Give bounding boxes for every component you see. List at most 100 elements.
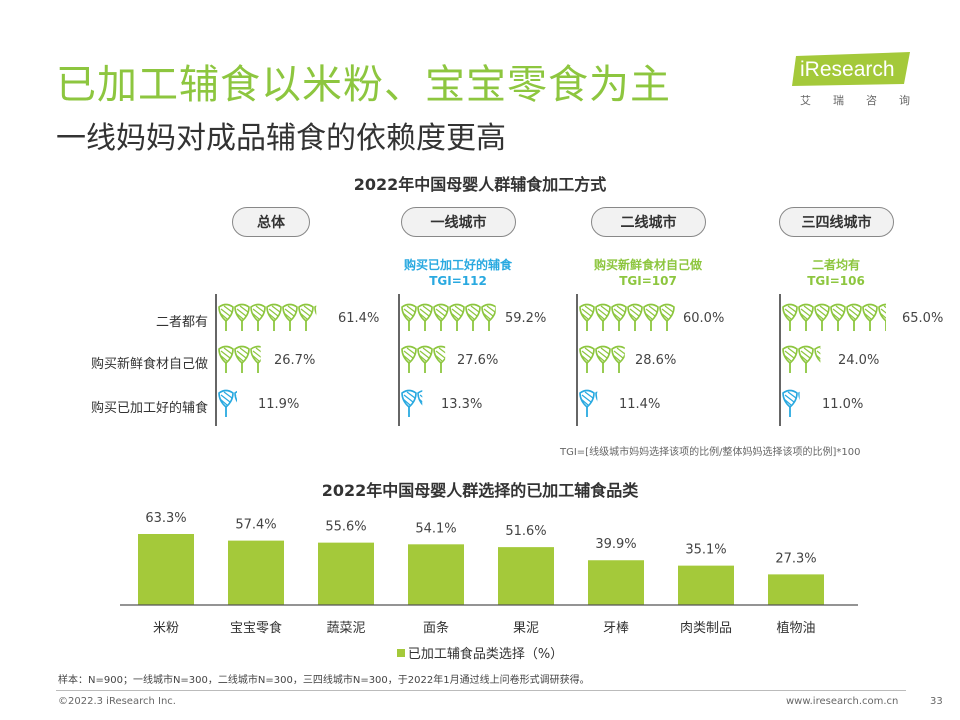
category-label: 植物油 — [776, 621, 815, 636]
pictogram-value: 61.4% — [338, 311, 380, 326]
chart-title-processing-method: 2022年中国母婴人群辅食加工方式 — [353, 175, 607, 194]
highlight-text: 购买新鲜食材自己做 — [593, 258, 702, 272]
bar-value-label: 63.3% — [145, 511, 186, 526]
sample-note: 样本：N=900；一线城市N=300，二线城市N=300，三四线城市N=300，… — [58, 675, 590, 686]
pictogram-fresh — [579, 345, 625, 373]
pictogram-value: 59.2% — [505, 311, 547, 326]
pictogram-both — [782, 303, 886, 331]
bar — [678, 565, 734, 605]
spoon-icon — [659, 303, 675, 331]
pictogram-value: 65.0% — [902, 311, 944, 326]
group-pill-tier1: 一线城市 — [401, 207, 516, 237]
spoon-icon — [218, 303, 234, 331]
spoon-icon — [595, 303, 611, 331]
group-axis-line — [398, 294, 400, 426]
spoon-icon — [417, 345, 433, 373]
bar — [138, 534, 194, 605]
pictogram-fresh — [782, 345, 821, 373]
group-axis-line — [576, 294, 578, 426]
tgi-note: TGI=[线级城市妈妈选择该项的比例/整体妈妈选择该项的比例]*100 — [560, 447, 861, 458]
chart-title-categories: 2022年中国母婴人群选择的已加工辅食品类 — [321, 481, 639, 500]
category-label: 蔬菜泥 — [326, 621, 365, 636]
bar-value-label: 39.9% — [595, 537, 636, 552]
spoon-icon — [814, 303, 830, 331]
pictogram-fresh — [401, 345, 446, 373]
copyright: ©2022.3 iResearch Inc. — [58, 696, 176, 707]
pictogram-processed — [401, 389, 423, 417]
row-label-both: 二者都有 — [155, 315, 208, 330]
pictogram-value: 28.6% — [635, 353, 677, 368]
row-label-processed: 购买已加工好的辅食 — [90, 401, 208, 416]
spoon-icon — [234, 345, 250, 373]
highlight-tgi: TGI=106 — [807, 274, 865, 288]
spoon-icon — [611, 303, 627, 331]
spoon-icon — [846, 303, 862, 331]
spoon-icon — [798, 303, 814, 331]
spoon-icon — [401, 345, 417, 373]
bar — [318, 542, 374, 605]
bar — [768, 574, 824, 605]
spoon-icon — [611, 345, 625, 373]
spoon-icon — [862, 303, 878, 331]
category-label: 肉类制品 — [680, 621, 732, 636]
spoon-icon — [579, 345, 595, 373]
footer-divider — [56, 690, 906, 691]
bar-value-label: 57.4% — [235, 518, 276, 533]
spoon-icon — [282, 303, 298, 331]
pictogram-both — [401, 303, 496, 331]
spoon-icon — [433, 345, 446, 373]
spoon-icon — [417, 303, 433, 331]
spoon-icon — [595, 345, 611, 373]
spoon-icon — [579, 389, 595, 417]
bar-value-label: 55.6% — [325, 520, 366, 535]
pictogram-both — [218, 303, 317, 331]
page-subtitle: 一线妈妈对成品辅食的依赖度更高 — [56, 121, 506, 156]
spoon-icon — [878, 303, 886, 331]
pictogram-fresh — [218, 345, 261, 373]
website-link[interactable]: www.iresearch.com.cn — [786, 696, 899, 707]
category-label: 米粉 — [153, 621, 179, 636]
highlight-tgi: TGI=112 — [429, 274, 487, 288]
group-pill-tier2: 二线城市 — [591, 207, 706, 237]
pictogram-processed — [579, 389, 598, 417]
spoon-icon — [481, 303, 496, 331]
highlight-tier34: 二者均有 TGI=106 — [756, 257, 916, 289]
bar-value-label: 35.1% — [685, 543, 726, 558]
spoon-icon — [266, 303, 282, 331]
pictogram-value: 26.7% — [274, 353, 316, 368]
pictogram-value: 11.9% — [258, 397, 300, 412]
pictogram-both — [579, 303, 675, 331]
group-axis-line — [779, 294, 781, 426]
logo-sub-char: 瑞 — [833, 94, 844, 107]
spoon-icon — [250, 345, 261, 373]
bar — [498, 547, 554, 605]
highlight-tier2: 购买新鲜食材自己做 TGI=107 — [568, 257, 728, 289]
pictogram-value: 24.0% — [838, 353, 880, 368]
pictogram-processed — [782, 389, 800, 417]
spoon-icon — [234, 303, 250, 331]
pictogram-value: 27.6% — [457, 353, 499, 368]
highlight-tgi: TGI=107 — [619, 274, 677, 288]
highlight-text: 二者均有 — [811, 258, 860, 272]
pictogram-value: 13.3% — [441, 397, 483, 412]
group-axis-line — [215, 294, 217, 426]
highlight-text: 购买已加工好的辅食 — [403, 258, 512, 272]
row-label-fresh: 购买新鲜食材自己做 — [90, 357, 208, 372]
logo-sub-char: 艾 — [800, 94, 811, 107]
legend-label: 已加工辅食品类选择（%） — [407, 647, 564, 662]
bar-value-label: 54.1% — [415, 521, 456, 536]
group-pill-overall: 总体 — [232, 207, 310, 237]
spoon-icon — [595, 391, 598, 402]
iresearch-logo — [792, 52, 910, 86]
spoon-icon — [465, 303, 481, 331]
bar — [588, 560, 644, 605]
logo-sub-char: 询 — [899, 94, 910, 107]
pictogram-processed — [218, 389, 238, 417]
spoon-icon — [814, 345, 821, 363]
spoon-icon — [218, 345, 234, 373]
highlight-tier1: 购买已加工好的辅食 TGI=112 — [378, 257, 538, 289]
category-label: 面条 — [423, 620, 449, 636]
bar — [228, 540, 284, 605]
logo-subtitle: 艾 瑞 咨 询 — [800, 92, 910, 108]
